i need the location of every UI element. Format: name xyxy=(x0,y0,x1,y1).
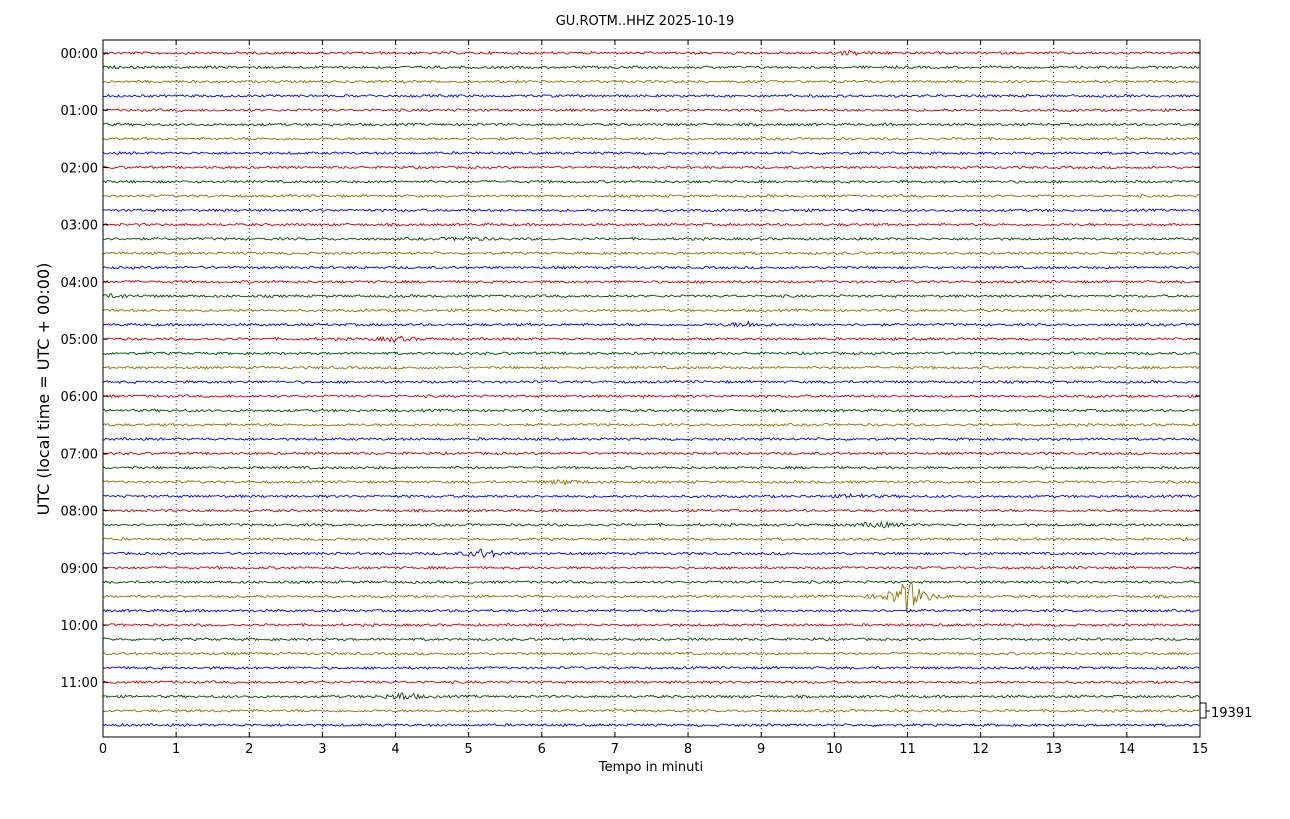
seismic-trace xyxy=(102,122,1200,127)
seismic-trace xyxy=(102,308,1200,313)
seismic-trace xyxy=(102,250,1200,256)
y-tick-label: 01:00 xyxy=(61,104,98,119)
x-tick-label: 9 xyxy=(757,742,765,757)
y-tick-label: 09:00 xyxy=(61,562,98,577)
seismic-trace xyxy=(102,680,1200,685)
x-tick-label: 0 xyxy=(99,742,107,757)
seismic-trace xyxy=(102,665,1200,671)
seismic-trace xyxy=(102,394,1200,399)
seismic-trace xyxy=(102,580,1200,613)
y-tick-label: 08:00 xyxy=(61,505,98,520)
seismic-trace xyxy=(102,136,1200,141)
seismic-trace xyxy=(102,320,1200,328)
seismic-trace xyxy=(102,708,1200,713)
seismic-trace xyxy=(102,108,1200,113)
seismic-trace xyxy=(102,79,1200,84)
x-tick-label: 12 xyxy=(972,742,989,757)
seismic-trace xyxy=(102,508,1200,513)
seismic-trace xyxy=(102,208,1200,213)
scale-label: 19391 xyxy=(1211,706,1252,721)
x-tick-label: 7 xyxy=(611,742,619,757)
seismic-trace xyxy=(102,492,1200,499)
seismic-trace xyxy=(102,365,1200,370)
y-tick-label: 05:00 xyxy=(61,333,98,348)
y-axis-label: UTC (local time = UTC + 00:00) xyxy=(34,263,53,516)
seismic-trace xyxy=(102,451,1200,456)
x-tick-label: 13 xyxy=(1045,742,1062,757)
seismic-trace xyxy=(102,335,1200,344)
seismic-trace xyxy=(102,408,1200,413)
seismic-trace xyxy=(102,651,1200,656)
y-tick-label: 10:00 xyxy=(61,619,98,634)
seismic-trace xyxy=(102,93,1200,99)
seismic-trace xyxy=(102,565,1200,570)
seismic-trace xyxy=(102,65,1200,70)
x-axis-label: Tempo in minuti xyxy=(598,760,703,775)
seismic-trace xyxy=(102,422,1200,427)
y-tick-label: 04:00 xyxy=(61,276,98,291)
seismic-trace xyxy=(102,379,1200,385)
seismic-trace xyxy=(102,520,1200,529)
x-tick-label: 10 xyxy=(826,742,843,757)
x-tick-label: 14 xyxy=(1119,742,1136,757)
y-tick-label: 00:00 xyxy=(61,47,98,62)
seismic-trace xyxy=(102,636,1200,642)
chart-title: GU.ROTM..HHZ 2025-10-19 xyxy=(556,14,735,29)
x-tick-label: 8 xyxy=(684,742,692,757)
x-tick-label: 1 xyxy=(172,742,180,757)
seismic-traces xyxy=(102,49,1200,728)
seismic-trace xyxy=(102,536,1200,542)
seismic-trace xyxy=(102,150,1200,156)
seismic-trace xyxy=(102,479,1200,487)
seismic-trace xyxy=(102,165,1200,170)
seismic-trace xyxy=(102,608,1200,613)
y-tick-label: 07:00 xyxy=(61,447,98,462)
scale-bar: 19391 xyxy=(1200,702,1252,721)
seismic-trace xyxy=(102,293,1200,299)
seismic-trace xyxy=(102,692,1200,701)
seismic-trace xyxy=(102,350,1200,356)
y-tick-label: 11:00 xyxy=(61,676,98,691)
seismic-trace xyxy=(102,279,1200,284)
y-tick-label: 06:00 xyxy=(61,390,98,405)
y-tick-label: 02:00 xyxy=(61,161,98,176)
seismic-trace xyxy=(102,548,1200,559)
x-axis-ticks: 0 1 2 3 4 5 6 7 8 9 10 11 12 13 14 15 xyxy=(99,40,1208,757)
seismic-trace xyxy=(102,179,1200,184)
seismic-trace xyxy=(102,622,1200,628)
x-tick-label: 5 xyxy=(465,742,473,757)
x-tick-label: 3 xyxy=(318,742,326,757)
seismic-trace xyxy=(102,236,1200,242)
y-axis-ticks: 00:00 01:00 02:00 03:00 04:00 05:00 06:00 07:00… xyxy=(61,47,1200,691)
seismic-trace xyxy=(102,579,1200,585)
x-tick-label: 2 xyxy=(245,742,253,757)
seismic-trace xyxy=(102,465,1200,470)
grid-lines xyxy=(175,40,1128,737)
x-tick-label: 6 xyxy=(538,742,546,757)
seismic-trace xyxy=(102,222,1200,227)
x-tick-label: 4 xyxy=(391,742,399,757)
seismic-trace xyxy=(102,436,1200,442)
seismic-trace xyxy=(102,722,1200,728)
seismic-trace xyxy=(102,193,1200,199)
seismic-trace xyxy=(102,265,1200,270)
x-tick-label: 15 xyxy=(1192,742,1209,757)
plot-frame xyxy=(102,39,1201,738)
y-tick-label: 03:00 xyxy=(61,219,98,234)
seismic-trace xyxy=(102,49,1200,57)
x-tick-label: 11 xyxy=(899,742,916,757)
